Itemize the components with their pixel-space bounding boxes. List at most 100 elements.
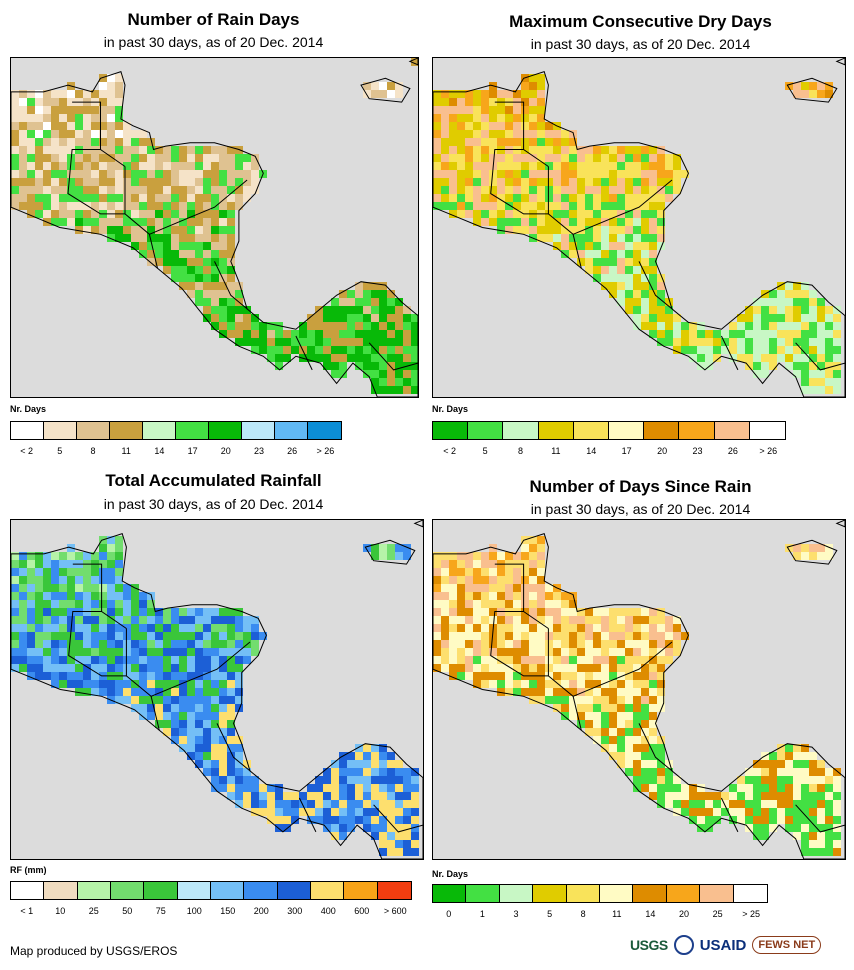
- map-cell: [641, 266, 649, 274]
- map-cell: [147, 648, 155, 656]
- map-cell: [195, 744, 203, 752]
- map-cell: [441, 624, 449, 632]
- map-cell: [489, 178, 497, 186]
- map-cell: [83, 90, 91, 98]
- map-cell: [633, 250, 641, 258]
- legend-tick-label: 5: [547, 909, 553, 919]
- map-cell: [211, 752, 219, 760]
- map-cell: [737, 800, 745, 808]
- legend-tick-label: 14: [154, 446, 165, 456]
- map-cell: [211, 648, 219, 656]
- map-cell: [243, 776, 251, 784]
- map-cell: [473, 552, 481, 560]
- map-cell: [59, 672, 67, 680]
- map-cell: [521, 552, 529, 560]
- map-cell: [219, 784, 227, 792]
- map-cell: [227, 776, 235, 784]
- map-cell: [705, 346, 713, 354]
- map-cell: [465, 90, 473, 98]
- map-cell: [553, 632, 561, 640]
- map-cell: [809, 760, 817, 768]
- map-cell: [441, 584, 449, 592]
- map-cell: [609, 736, 617, 744]
- map-cell: [681, 800, 689, 808]
- map-cell: [67, 600, 75, 608]
- map-cell: [609, 752, 617, 760]
- map-cell: [371, 346, 379, 354]
- map-cell: [593, 202, 601, 210]
- map-cell: [19, 600, 27, 608]
- map-cell: [649, 306, 657, 314]
- legend-swatch: [499, 885, 534, 902]
- map-cell: [235, 178, 243, 186]
- map-cell: [147, 656, 155, 664]
- map-cell: [465, 130, 473, 138]
- map-cell: [275, 800, 283, 808]
- map-cell: [251, 640, 259, 648]
- map-cell: [633, 194, 641, 202]
- map-cell: [219, 720, 227, 728]
- map-svg: [11, 58, 418, 397]
- map-cell: [553, 202, 561, 210]
- map-cell: [395, 90, 403, 98]
- map-cell: [633, 258, 641, 266]
- map-cell: [131, 154, 139, 162]
- island-outline: [364, 539, 416, 565]
- map-cell: [115, 154, 123, 162]
- map-cell: [371, 282, 379, 290]
- map-cell: [235, 608, 243, 616]
- map-cell: [497, 632, 505, 640]
- map-cell: [697, 792, 705, 800]
- map-cell: [617, 178, 625, 186]
- map-cell: [219, 234, 227, 242]
- map-cell: [833, 816, 841, 824]
- map-cell: [481, 592, 489, 600]
- map-cell: [665, 656, 673, 664]
- map-cell: [187, 704, 195, 712]
- map-cell: [793, 306, 801, 314]
- map-cell: [115, 600, 123, 608]
- map-cell: [625, 194, 633, 202]
- map-cell: [505, 592, 513, 600]
- map-cell: [219, 680, 227, 688]
- map-cell: [147, 194, 155, 202]
- map-cell: [633, 178, 641, 186]
- map-cell: [657, 282, 665, 290]
- map-cell: [51, 106, 59, 114]
- country-border: [795, 804, 845, 833]
- map-cell: [625, 688, 633, 696]
- map-cell: [219, 752, 227, 760]
- map-cell: [625, 712, 633, 720]
- map-cell: [633, 688, 641, 696]
- map-cell: [641, 282, 649, 290]
- map-cell: [825, 544, 833, 552]
- map-cell: [75, 202, 83, 210]
- map-cell: [545, 616, 553, 624]
- map-cell: [801, 306, 809, 314]
- map-cell: [465, 146, 473, 154]
- map-cell: [251, 338, 259, 346]
- map-cell: [545, 600, 553, 608]
- map-cell: [441, 632, 449, 640]
- map-cell: [521, 130, 529, 138]
- map-cell: [227, 290, 235, 298]
- map-cell: [259, 784, 267, 792]
- map-cell: [227, 720, 235, 728]
- map-cell: [211, 720, 219, 728]
- map-cell: [801, 338, 809, 346]
- map-cell: [817, 82, 825, 90]
- map-cell: [513, 194, 521, 202]
- map-cell: [553, 592, 561, 600]
- map-cell: [11, 202, 19, 210]
- map-cell: [785, 808, 793, 816]
- map-cell: [123, 600, 131, 608]
- map-cell: [75, 680, 83, 688]
- map-cell: [585, 146, 593, 154]
- map-cell: [793, 370, 801, 378]
- map-cell: [625, 282, 633, 290]
- map-cell: [809, 552, 817, 560]
- map-cell: [307, 354, 315, 362]
- legend-title: RF (mm): [10, 865, 47, 875]
- map-cell: [785, 544, 793, 552]
- map-cell: [35, 664, 43, 672]
